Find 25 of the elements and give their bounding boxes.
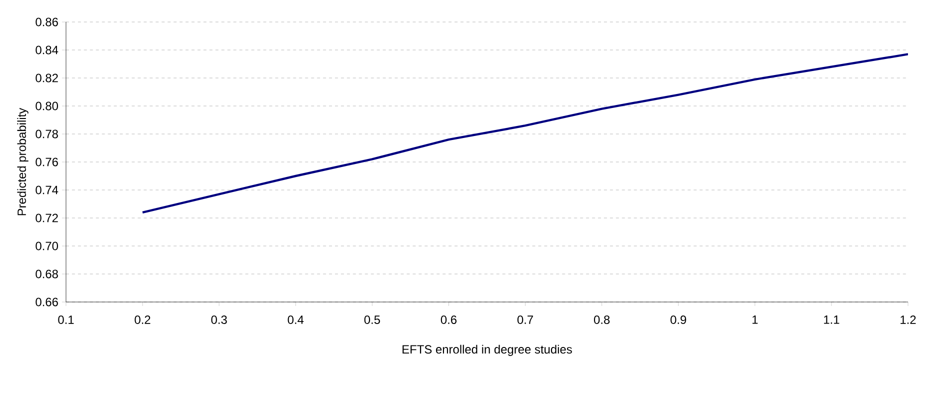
y-tick-label: 0.72	[36, 214, 58, 222]
y-tick-label: 0.84	[36, 46, 58, 54]
y-tick-label: 0.68	[36, 270, 58, 278]
y-tick-label: 0.86	[36, 18, 58, 26]
x-tick-label: 1.1	[824, 316, 840, 324]
y-tick-label: 0.82	[36, 74, 58, 82]
x-tick-label: 0.7	[517, 316, 533, 324]
x-tick-label: 0.2	[134, 316, 150, 324]
y-tick-label: 0.80	[36, 102, 58, 110]
x-axis-title: EFTS enrolled in degree studies	[402, 344, 572, 356]
x-tick-label: 1.2	[900, 316, 916, 324]
y-tick-label: 0.70	[36, 242, 58, 250]
x-tick-label: 0.3	[211, 316, 227, 324]
x-tick-label: 0.8	[594, 316, 610, 324]
y-axis-title: Predicted probability	[17, 108, 28, 216]
y-tick-label: 0.76	[36, 158, 58, 166]
y-tick-label: 0.78	[36, 130, 58, 138]
x-tick-label: 0.1	[58, 316, 74, 324]
x-tick-label: 1	[752, 316, 758, 324]
y-tick-label: 0.66	[36, 298, 58, 306]
x-tick-label: 0.9	[670, 316, 686, 324]
y-tick-label: 0.74	[36, 186, 58, 194]
x-tick-label: 0.5	[364, 316, 380, 324]
x-tick-label: 0.4	[288, 316, 304, 324]
x-tick-label: 0.6	[440, 316, 457, 324]
